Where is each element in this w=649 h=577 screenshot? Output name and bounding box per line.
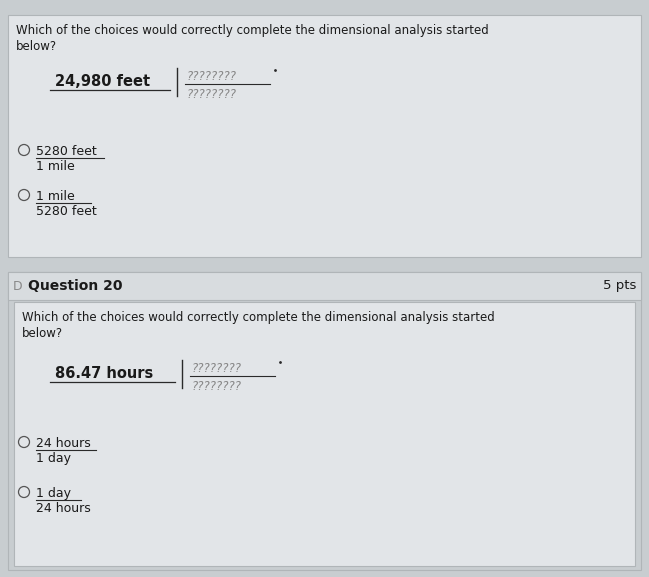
FancyBboxPatch shape — [8, 15, 641, 257]
Text: ????????: ???????? — [187, 69, 237, 83]
Text: 1 day: 1 day — [36, 452, 71, 465]
Text: 24 hours: 24 hours — [36, 502, 91, 515]
FancyBboxPatch shape — [14, 302, 635, 566]
Text: 5 pts: 5 pts — [603, 279, 636, 293]
Text: 1 mile: 1 mile — [36, 160, 75, 173]
FancyBboxPatch shape — [8, 272, 641, 570]
Text: below?: below? — [16, 40, 57, 53]
Bar — [8, 272, 641, 300]
Text: ????????: ???????? — [187, 88, 237, 100]
Text: 5280 feet: 5280 feet — [36, 205, 97, 218]
Text: 5280 feet: 5280 feet — [36, 145, 97, 158]
Text: 1 day: 1 day — [36, 487, 71, 500]
Text: Which of the choices would correctly complete the dimensional analysis started: Which of the choices would correctly com… — [22, 311, 495, 324]
Text: D: D — [13, 279, 23, 293]
Text: 24 hours: 24 hours — [36, 437, 91, 450]
Text: 1 mile: 1 mile — [36, 190, 75, 203]
Text: below?: below? — [22, 327, 63, 340]
Text: ????????: ???????? — [192, 362, 242, 374]
Text: Which of the choices would correctly complete the dimensional analysis started: Which of the choices would correctly com… — [16, 24, 489, 37]
Text: ????????: ???????? — [192, 380, 242, 392]
Text: Question 20: Question 20 — [28, 279, 123, 293]
Text: 86.47 hours: 86.47 hours — [55, 366, 153, 381]
Text: 24,980 feet: 24,980 feet — [55, 74, 150, 89]
